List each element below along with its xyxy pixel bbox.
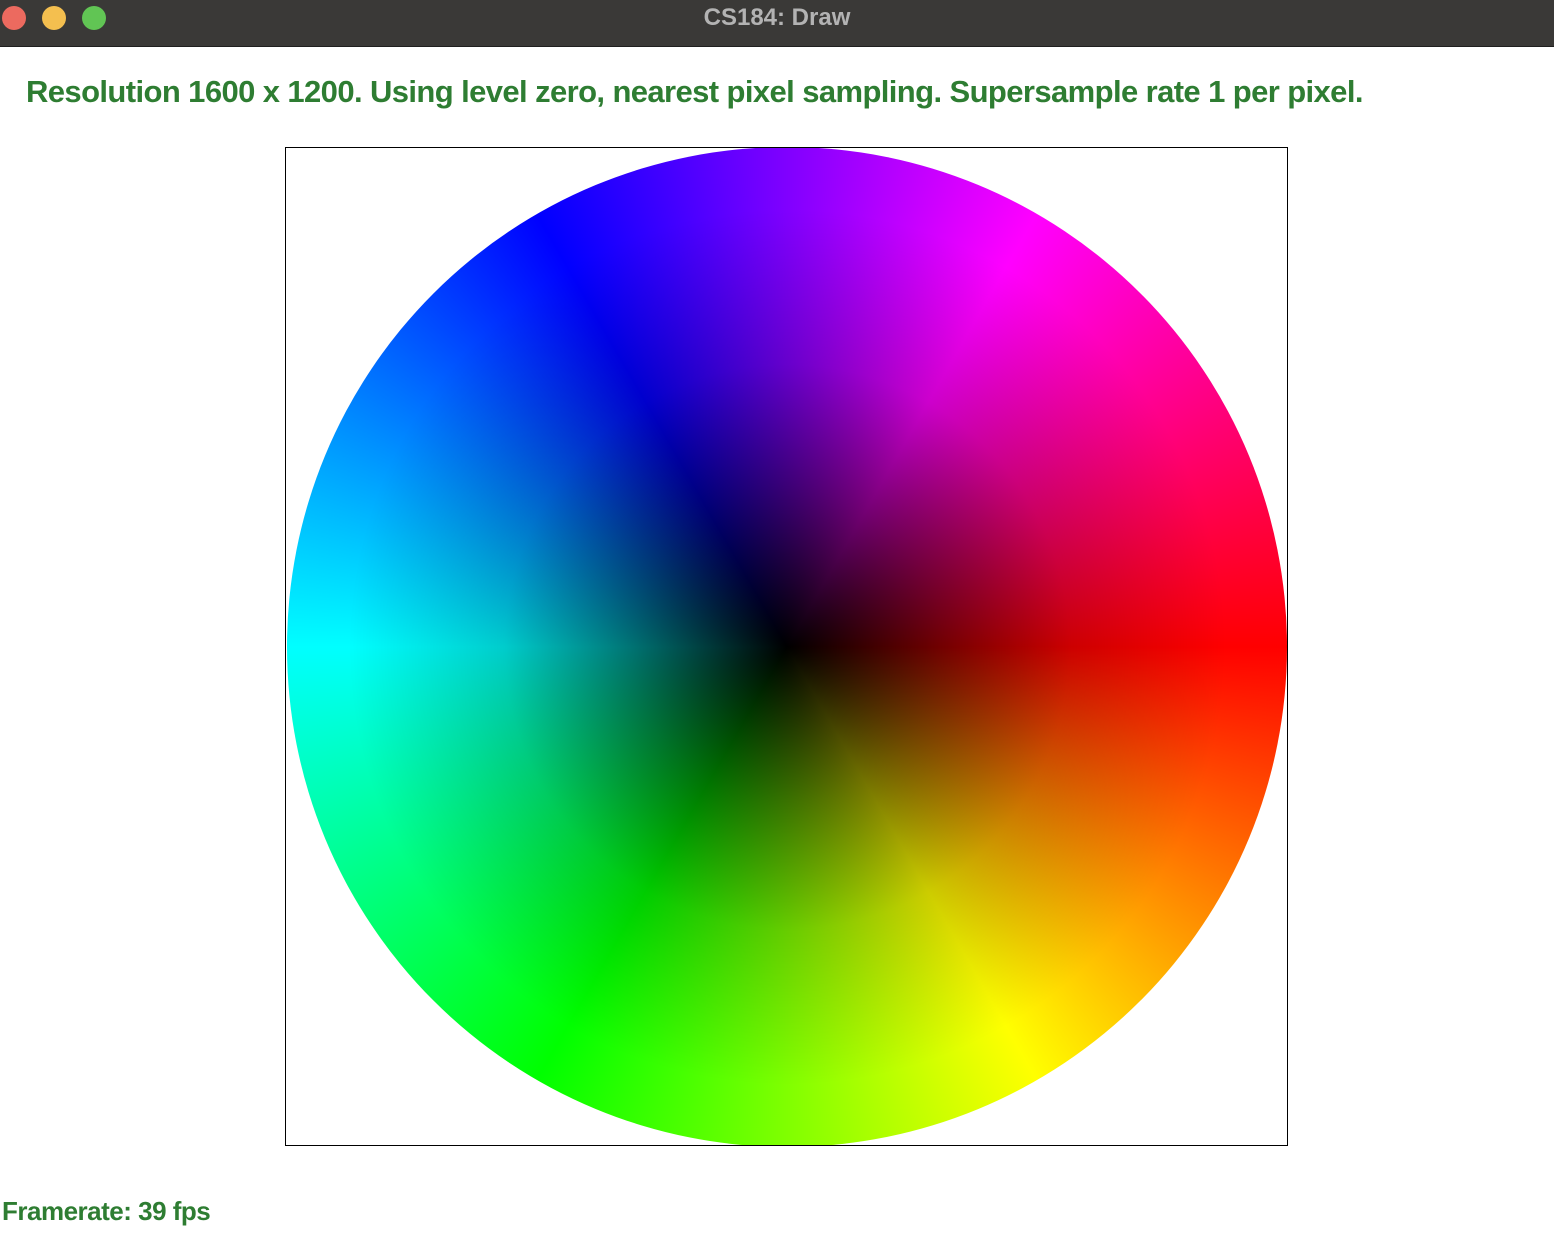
minimize-window-button[interactable] [42,6,66,30]
window-title: CS184: Draw [703,4,851,31]
drawing-canvas[interactable] [285,147,1288,1146]
render-status-text: Resolution 1600 x 1200. Using level zero… [26,74,1363,109]
color-wheel-image [287,148,1287,1145]
close-window-button[interactable] [2,6,26,30]
framerate-readout: Framerate: 39 fps [2,1196,211,1226]
zoom-window-button[interactable] [82,6,106,30]
title-bar[interactable]: CS184: Draw [0,0,1554,47]
